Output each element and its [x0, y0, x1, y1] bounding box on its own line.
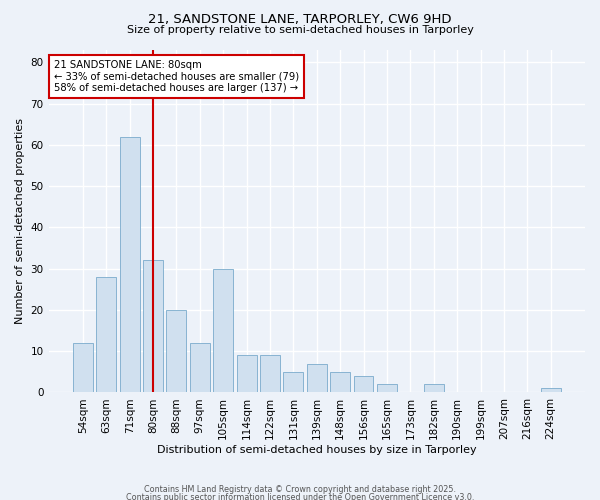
Bar — [190, 343, 210, 392]
Bar — [73, 343, 93, 392]
Bar — [260, 356, 280, 393]
Text: 21, SANDSTONE LANE, TARPORLEY, CW6 9HD: 21, SANDSTONE LANE, TARPORLEY, CW6 9HD — [148, 12, 452, 26]
Bar — [307, 364, 327, 392]
Y-axis label: Number of semi-detached properties: Number of semi-detached properties — [15, 118, 25, 324]
Bar — [213, 268, 233, 392]
Bar — [97, 277, 116, 392]
Bar — [143, 260, 163, 392]
Bar — [353, 376, 373, 392]
Text: Size of property relative to semi-detached houses in Tarporley: Size of property relative to semi-detach… — [127, 25, 473, 35]
Bar — [120, 136, 140, 392]
Bar — [236, 356, 257, 393]
Bar — [424, 384, 443, 392]
Bar — [377, 384, 397, 392]
Bar — [541, 388, 560, 392]
Text: 21 SANDSTONE LANE: 80sqm
← 33% of semi-detached houses are smaller (79)
58% of s: 21 SANDSTONE LANE: 80sqm ← 33% of semi-d… — [54, 60, 299, 94]
Bar — [166, 310, 187, 392]
Bar — [283, 372, 304, 392]
Text: Contains public sector information licensed under the Open Government Licence v3: Contains public sector information licen… — [126, 494, 474, 500]
Text: Contains HM Land Registry data © Crown copyright and database right 2025.: Contains HM Land Registry data © Crown c… — [144, 485, 456, 494]
Bar — [330, 372, 350, 392]
X-axis label: Distribution of semi-detached houses by size in Tarporley: Distribution of semi-detached houses by … — [157, 445, 476, 455]
